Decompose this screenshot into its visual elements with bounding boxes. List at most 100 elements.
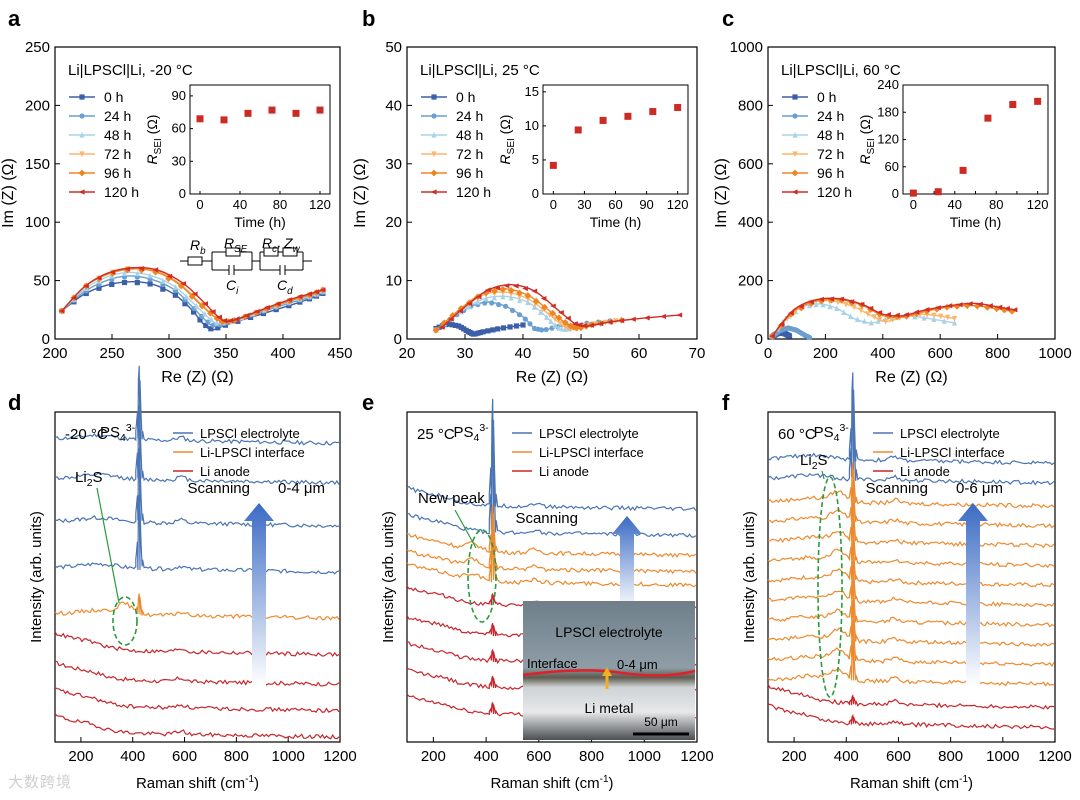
data-point-120h	[124, 266, 130, 272]
spectrum-lpscl-electrolyte	[54, 405, 340, 486]
data-point-0h	[446, 321, 452, 327]
depth-label-f: 0-6 μm	[956, 480, 1003, 497]
inset-data-point-b	[549, 161, 557, 169]
inset-data-point-c	[909, 189, 917, 197]
data-point-120h	[903, 312, 910, 318]
data-point-0h	[182, 301, 188, 307]
data-point-24h	[503, 303, 509, 309]
legend-label-b: 48 h	[456, 127, 483, 143]
inset-x-tick-label-b: 120	[667, 197, 689, 212]
data-point-120h	[606, 319, 613, 325]
y-tick-label-b: 30	[385, 156, 402, 173]
data-point-0h	[507, 324, 513, 330]
inset-x-tick-label-a: 120	[309, 197, 331, 212]
x-tick-label-a: 350	[213, 345, 238, 362]
circuit-resistor-rb	[187, 256, 203, 266]
data-point-120h	[618, 318, 625, 324]
y-tick-label-c: 600	[738, 156, 763, 173]
data-point-120h	[996, 304, 1003, 310]
y-tick-label-c: 200	[738, 273, 763, 290]
data-point-120h	[180, 281, 187, 287]
data-point-120h	[588, 322, 595, 328]
legend-marker-c	[792, 113, 798, 119]
data-point-72h	[877, 316, 883, 323]
temperature-label-e: 25 °C	[417, 426, 455, 443]
spectrum-lpscl-electrolyte	[406, 398, 697, 512]
data-point-48h	[861, 318, 868, 324]
data-point-48h	[834, 305, 840, 311]
peak-label-d: PS43-	[100, 422, 136, 444]
scanning-label-f: Scanning	[865, 480, 928, 497]
data-point-72h	[858, 307, 864, 314]
spectrum-lpscl-electrolyte	[54, 365, 340, 446]
data-point-120h	[935, 305, 941, 311]
data-point-120h	[209, 309, 216, 315]
data-point-120h	[494, 285, 501, 291]
species-arrow	[821, 470, 825, 480]
data-point-24h	[210, 322, 216, 328]
data-point-120h	[630, 316, 636, 322]
x-tick-label-a: 250	[99, 345, 124, 362]
data-point-120h	[264, 305, 270, 311]
inset-data-point-a	[196, 115, 204, 123]
data-point-24h	[543, 326, 549, 333]
data-point-0h	[500, 325, 507, 331]
micrograph-interface-line	[522, 669, 696, 677]
data-point-72h	[500, 290, 506, 296]
data-point-120h	[581, 323, 588, 329]
plot-frame-c	[767, 46, 1056, 340]
equivalent-circuit	[180, 247, 312, 275]
data-point-72h	[525, 296, 531, 303]
data-point-120h	[286, 297, 293, 303]
legend-label-d: Li-LPSCl interface	[200, 445, 305, 460]
spectrum-lpscl-electrolyte	[54, 448, 340, 528]
y-tick-label-a: 200	[25, 97, 50, 114]
legend-label-b: 72 h	[456, 146, 483, 162]
data-point-120h	[512, 283, 519, 289]
data-point-72h	[557, 320, 563, 327]
data-point-48h	[213, 319, 220, 326]
data-point-120h	[503, 283, 510, 289]
x-tick-label-d: 200	[68, 748, 93, 765]
data-point-48h	[483, 295, 489, 302]
x-tick-label-c: 400	[870, 345, 895, 362]
data-point-48h	[868, 319, 874, 326]
panel-label-b: b	[362, 6, 375, 31]
inset-y-tick-label-b: 0	[532, 186, 539, 201]
spectrum-lpscl-electrolyte	[54, 494, 340, 575]
data-point-48h	[854, 316, 861, 323]
data-point-96h	[573, 324, 581, 332]
inset-y-tick-label-c: 180	[877, 104, 899, 119]
data-point-24h	[516, 312, 523, 318]
inset-y-tick-label-c: 60	[885, 159, 899, 174]
data-point-120h	[894, 312, 900, 318]
inset-y-tick-label-a: 0	[179, 186, 186, 201]
spectrum-lpscl-electrolyte	[767, 392, 1055, 486]
data-point-96h	[507, 287, 515, 294]
data-point-120h	[858, 301, 865, 307]
data-point-120h	[191, 291, 198, 297]
spectrum-li-anode	[767, 684, 1055, 710]
data-point-96h	[432, 326, 440, 334]
data-point-120h	[306, 291, 313, 297]
legend-label-c: 72 h	[817, 146, 844, 162]
inset-y-tick-label-a: 30	[172, 153, 186, 168]
x-tick-label-e: 600	[526, 748, 551, 765]
spectrum-li-lpscl-interface	[767, 619, 1055, 667]
x-tick-label-c: 800	[985, 345, 1010, 362]
data-point-48h	[525, 299, 531, 306]
spectrum-li-anode	[54, 631, 340, 658]
data-point-96h	[561, 319, 569, 326]
inset-y-tick-label-c: 240	[877, 77, 899, 92]
x-tick-label-f: 200	[782, 748, 807, 765]
data-point-96h	[549, 309, 557, 317]
legend-marker-c	[792, 151, 798, 158]
data-point-72h	[945, 314, 951, 321]
legend-label-a: 120 h	[104, 184, 139, 200]
data-point-48h	[820, 301, 826, 308]
x-tick-label-d: 600	[172, 748, 197, 765]
x-tick-label-a: 450	[327, 345, 352, 362]
data-point-96h	[152, 268, 159, 276]
inset-data-point-b	[574, 126, 582, 134]
